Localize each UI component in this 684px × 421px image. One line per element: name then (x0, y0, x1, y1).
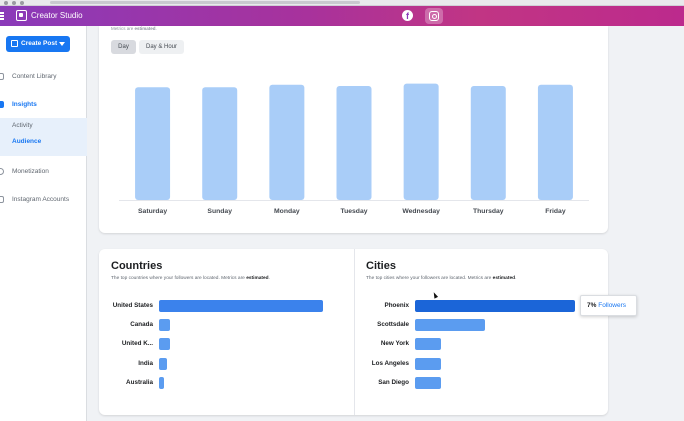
create-post-button[interactable]: Create Post (6, 36, 70, 52)
tab-day[interactable]: Day (111, 40, 136, 54)
instagram-icon (429, 11, 439, 21)
sidebar: Create Post Content Library Insights Act… (0, 26, 87, 421)
top-bar: Creator Studio f (0, 6, 684, 26)
day-bar-sunday[interactable] (202, 87, 238, 200)
day-bar-friday[interactable] (537, 84, 573, 200)
cities-subtitle: The top cities where your followers are … (366, 276, 517, 281)
day-tick-label: Sunday (207, 208, 232, 215)
cities-subtitle-text: The top cities where your followers are … (366, 276, 492, 281)
countries-subtitle: The top countries where your followers a… (111, 276, 270, 281)
day-bar-thursday[interactable] (470, 86, 506, 200)
sidebar-item-monetization[interactable]: Monetization (0, 167, 87, 179)
compose-icon (11, 40, 18, 47)
country-bar[interactable] (159, 319, 171, 332)
section-divider (354, 249, 355, 415)
online-days-chart: Saturday Sunday Monday Tuesday Wednesday Thur… (119, 83, 589, 215)
day-tick-label: Tuesday (340, 208, 367, 215)
facebook-icon[interactable]: f (402, 10, 413, 21)
city-row[interactable]: Los Angeles (372, 357, 575, 370)
city-row[interactable]: Scottsdale (377, 319, 575, 332)
sidebar-item-label: Activity (12, 122, 33, 129)
create-post-label: Create Post (21, 40, 58, 47)
city-bar[interactable] (415, 357, 441, 370)
day-bar-monday[interactable] (269, 84, 305, 200)
sidebar-item-instagram-accounts[interactable]: Instagram Accounts (0, 195, 87, 207)
tab-day-and-hour[interactable]: Day & Hour (139, 40, 184, 54)
day-tick-label: Friday (545, 208, 566, 215)
country-bar[interactable] (159, 300, 323, 312)
insights-icon (0, 101, 4, 108)
country-bar[interactable] (159, 338, 171, 351)
day-bar-saturday[interactable] (135, 87, 171, 200)
day-tick-label: Wednesday (402, 208, 440, 215)
city-bar[interactable] (415, 376, 441, 389)
menu-icon[interactable] (0, 10, 6, 22)
day-tick-label: Monday (274, 208, 300, 215)
city-row[interactable]: San Diego (378, 376, 575, 389)
day-tick-label: Thursday (473, 208, 504, 215)
cities-title: Cities (366, 260, 396, 272)
online-days-card: Metrics are estimated. Day Day & Hour Sa… (99, 26, 608, 233)
sidebar-item-label: Instagram Accounts (12, 196, 70, 203)
city-row[interactable]: Phoenix (385, 300, 575, 312)
monetization-icon (0, 168, 4, 175)
country-row[interactable]: Australia (126, 376, 323, 389)
country-bar[interactable] (159, 376, 164, 389)
city-label: Los Angeles (371, 359, 409, 367)
sidebar-item-insights[interactable]: Insights (0, 100, 87, 112)
city-label: Scottsdale (377, 321, 409, 329)
city-bar[interactable] (415, 338, 441, 351)
countries-subtitle-text: The top countries where your followers a… (111, 276, 245, 281)
metrics-note-emphasis: estimated (134, 26, 156, 31)
city-label: Phoenix (384, 302, 410, 309)
city-label: New York (380, 340, 409, 348)
country-label: Canada (130, 321, 153, 329)
city-label: San Diego (378, 378, 409, 386)
nav-active-section (0, 118, 87, 156)
day-bar-wednesday[interactable] (403, 83, 439, 200)
country-bar[interactable] (159, 357, 168, 370)
browser-dot-icon (4, 1, 8, 5)
country-row[interactable]: United States (113, 300, 323, 312)
country-label: United K... (121, 340, 153, 348)
metrics-note: Metrics are estimated. (111, 26, 157, 31)
sidebar-item-label: Insights (12, 101, 37, 108)
day-bar-tuesday[interactable] (336, 86, 372, 200)
bar-tooltip: 7% Followers (580, 295, 637, 316)
app-title: Creator Studio (31, 11, 83, 20)
creator-studio-logo-icon (16, 10, 27, 21)
countries-subtitle-emphasis: estimated (246, 276, 269, 281)
browser-chrome (0, 0, 684, 6)
tooltip-label: Followers (598, 302, 627, 309)
accounts-icon (0, 196, 4, 203)
browser-dot-icon (12, 1, 16, 5)
sidebar-item-label: Content Library (12, 73, 57, 80)
sidebar-item-label: Monetization (12, 168, 49, 175)
city-row[interactable]: New York (381, 338, 575, 351)
country-row[interactable]: Canada (130, 319, 323, 332)
country-label: Australia (126, 378, 153, 386)
address-bar[interactable] (50, 1, 360, 4)
city-bar[interactable] (415, 319, 486, 332)
cities-subtitle-emphasis: estimated (492, 276, 516, 281)
sidebar-item-label: Audience (12, 138, 42, 145)
sidebar-item-activity[interactable]: Activity (0, 121, 87, 133)
locations-card: Countries The top countries where your f… (99, 249, 608, 415)
chevron-down-icon[interactable] (59, 42, 65, 46)
country-row[interactable]: India (138, 357, 323, 370)
library-icon (0, 73, 4, 80)
countries-title: Countries (111, 260, 163, 272)
sidebar-item-audience[interactable]: Audience (0, 137, 87, 149)
metrics-note-text: Metrics are (111, 26, 134, 31)
day-tick-label: Saturday (138, 208, 167, 215)
sidebar-item-content-library[interactable]: Content Library (0, 72, 87, 84)
tooltip-value: 7% (587, 302, 597, 309)
instagram-tab-button[interactable] (425, 8, 443, 24)
country-label: India (138, 359, 153, 367)
country-row[interactable]: United K... (122, 338, 323, 351)
country-label: United States (112, 302, 153, 309)
browser-dot-icon (20, 1, 24, 5)
city-bar[interactable] (415, 300, 575, 312)
